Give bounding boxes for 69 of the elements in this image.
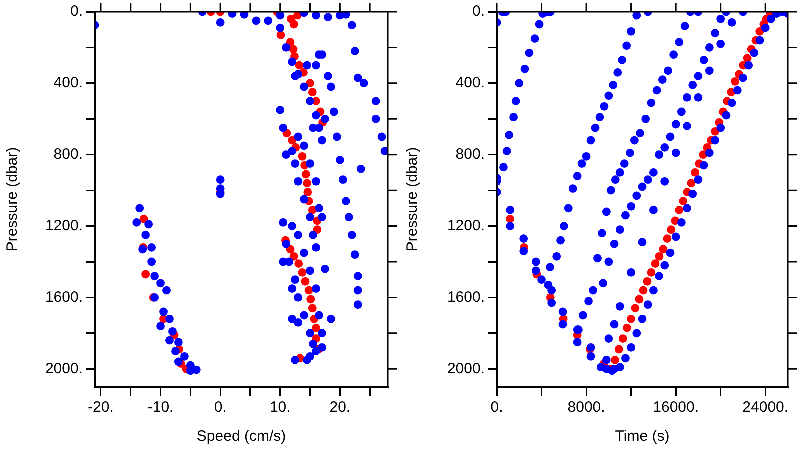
point [687,179,696,188]
point [304,188,312,197]
point [142,270,150,279]
x-tick-label: 8000. [568,399,606,416]
point [313,226,322,234]
x-tick-label: 10. [270,399,291,416]
point [306,79,314,88]
y-tick-label: 800. [456,146,485,163]
point [731,77,740,86]
point [312,324,320,332]
x-tick-label: 24000. [742,399,789,416]
point [679,197,688,206]
point [298,268,307,277]
y-tick-label: 1200. [45,217,83,234]
point [289,45,298,54]
x-tick-label: -10. [148,399,174,416]
point [294,260,304,268]
point [302,170,310,179]
point [655,252,664,261]
point [298,152,307,161]
y-tick-label: 800. [54,146,83,163]
point [308,304,317,313]
x-axis-title: Speed (cm/s) [196,428,286,446]
point [675,206,684,214]
point [276,31,286,40]
point [140,214,148,224]
point [622,324,632,332]
x-tick-label: 0. [490,399,504,416]
x-tick-label: 16000. [653,399,700,416]
point [303,179,312,188]
x-axis-title: Time (s) [615,428,670,446]
point [631,304,640,313]
point [288,136,297,145]
point [647,268,656,277]
y-tick-label: 0. [472,3,485,20]
point [667,226,676,234]
y-tick-label: 2000. [45,360,83,378]
point [614,345,624,354]
point [290,252,298,261]
point [618,334,628,343]
point [626,314,636,324]
y-tick-label: 1600. [447,288,485,306]
point [610,356,620,364]
point [643,277,652,286]
point [295,61,304,70]
x-tick-label: 0. [214,399,227,416]
x-tick-label: 20. [330,399,351,416]
point [663,234,672,243]
y-tick-label: 1600. [45,288,83,306]
y-tick-label: 2000. [447,360,485,378]
point [304,286,314,295]
y-tick-label: 1200. [447,217,485,234]
point [301,277,310,286]
point [659,245,668,254]
y-axis-title: Pressure (dbar) [404,147,422,252]
point [308,88,317,97]
point [691,168,700,177]
y-tick-label: 400. [456,74,485,92]
point [286,14,296,24]
y-tick-label: 0. [70,3,83,20]
point [639,286,648,295]
y-tick-label: 400. [54,74,83,92]
point [743,54,752,63]
y-axis-title: Pressure (dbar) [4,147,22,252]
point [506,214,515,224]
point [651,260,660,268]
x-tick-label: -20. [88,399,114,416]
point [635,295,644,304]
point [306,295,316,304]
